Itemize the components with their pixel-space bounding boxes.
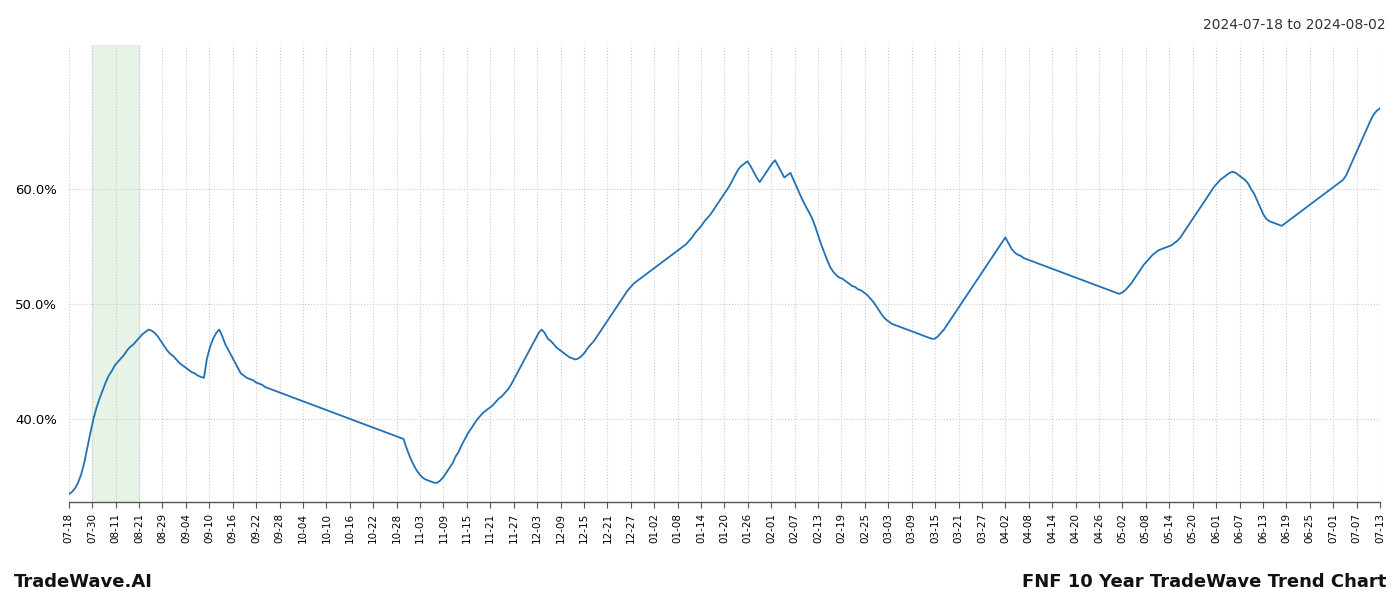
Bar: [92, 45, 139, 502]
Text: TradeWave.AI: TradeWave.AI: [14, 573, 153, 591]
Text: 2024-07-18 to 2024-08-02: 2024-07-18 to 2024-08-02: [1204, 18, 1386, 32]
Text: FNF 10 Year TradeWave Trend Chart: FNF 10 Year TradeWave Trend Chart: [1022, 573, 1386, 591]
